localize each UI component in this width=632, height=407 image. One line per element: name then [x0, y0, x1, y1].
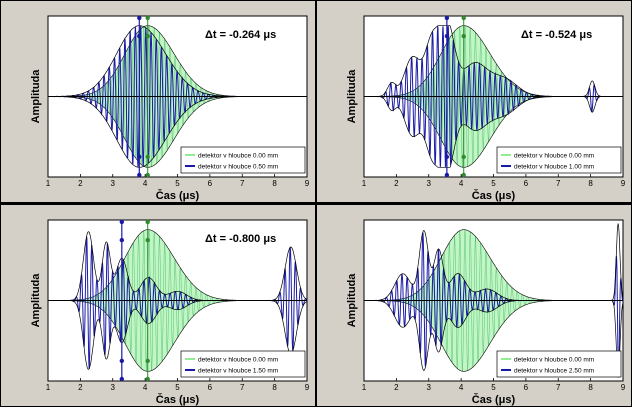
time-marker-dot-2-2: [145, 376, 150, 382]
x-tick-label-6: 6: [524, 383, 529, 392]
legend-label-2: detektor v hloubce 2.50 mm: [514, 368, 594, 375]
y-axis-label: Amplituda: [346, 273, 358, 328]
delta-t-label: Δt = -0.524 μs: [521, 29, 592, 41]
x-tick-label-3: 3: [111, 383, 116, 392]
x-tick-label-8: 8: [588, 383, 593, 392]
time-marker-dot-1-1: [444, 15, 450, 21]
x-tick-label-4: 4: [143, 383, 148, 392]
time-marker-dot-1-2: [119, 376, 125, 382]
legend-label-1: detektor v hloubce 0.00 mm: [198, 357, 278, 364]
time-marker-dot-1-4: [444, 154, 450, 160]
legend-label-1: detektor v hloubce 0.00 mm: [514, 153, 594, 160]
legend-box: [180, 146, 306, 174]
x-tick-label-3: 3: [427, 383, 432, 392]
time-marker-dot-2-1: [145, 219, 150, 225]
x-tick-label-8: 8: [272, 383, 277, 392]
y-axis-label: Amplituda: [30, 69, 42, 124]
x-tick-label-7: 7: [240, 179, 245, 188]
time-marker-dot-1-2: [444, 172, 450, 178]
x-tick-label-5: 5: [491, 383, 496, 392]
time-marker-dot-2-4: [145, 358, 150, 364]
x-tick-label-1: 1: [362, 179, 367, 188]
delta-t-label: Δt = -0.800 μs: [205, 233, 276, 245]
x-tick-label-9: 9: [305, 179, 310, 188]
time-marker-dot-1-3: [444, 33, 450, 39]
time-marker-dot-1-1: [137, 15, 142, 21]
x-tick-label-2: 2: [394, 179, 399, 188]
legend-box: [180, 350, 306, 378]
x-tick-label-7: 7: [556, 383, 561, 392]
time-marker-dot-2-4: [461, 154, 466, 160]
x-tick-label-2: 2: [78, 383, 83, 392]
panel-1: 1 2 3 4 5 6 7 8 9 Čas (μs) Amplituda Δt = -0.264 μs…: [1, 1, 315, 202]
x-tick-label-1: 1: [46, 383, 51, 392]
time-marker-dot-2-2: [145, 172, 150, 178]
x-axis-label: Čas (μs): [156, 393, 200, 406]
time-marker-dot-1-4: [119, 358, 125, 364]
x-tick-label-4: 4: [143, 179, 148, 188]
x-tick-label-1: 1: [46, 179, 51, 188]
legend-label-2: detektor v hloubce 1.50 mm: [198, 368, 278, 375]
y-axis-label: Amplituda: [346, 69, 358, 124]
time-marker-dot-1-3: [119, 237, 125, 243]
panel-4: 1 2 3 4 5 6 7 8 9 Čas (μs) Amplituda detektor v hlo…: [317, 205, 631, 406]
time-marker-dot-2-3: [145, 33, 150, 39]
x-axis-label: Čas (μs): [472, 393, 516, 406]
x-axis-label: Čas (μs): [156, 189, 200, 202]
x-tick-label-5: 5: [175, 179, 180, 188]
legend-label-2: detektor v hloubce 0.50 mm: [198, 164, 278, 171]
x-tick-label-9: 9: [305, 383, 310, 392]
x-tick-label-6: 6: [524, 179, 529, 188]
time-marker-dot-2-1: [145, 15, 150, 21]
x-axis-label: Čas (μs): [472, 189, 516, 202]
panel-2: 1 2 3 4 5 6 7 8 9 Čas (μs) Amplituda Δt = -0.524 μs…: [317, 1, 631, 202]
time-marker-dot-1-2: [137, 172, 142, 178]
x-tick-label-2: 2: [78, 179, 83, 188]
time-marker-dot-1-3: [137, 33, 142, 39]
x-tick-label-7: 7: [556, 179, 561, 188]
legend-label-2: detektor v hloubce 1.00 mm: [514, 164, 594, 171]
time-marker-dot-2-3: [461, 33, 466, 39]
time-marker-dot-2-1: [461, 15, 466, 21]
panel-3: 1 2 3 4 5 6 7 8 9 Čas (μs) Amplituda Δt = -0.800 μs…: [1, 205, 315, 406]
x-tick-label-3: 3: [111, 179, 116, 188]
x-tick-label-5: 5: [175, 383, 180, 392]
chart-svg-2: 1 2 3 4 5 6 7 8 9 Čas (μs) Amplituda Δt = -0.524 μs…: [346, 15, 626, 202]
time-marker-dot-2-2: [461, 172, 466, 178]
x-tick-label-4: 4: [459, 179, 464, 188]
time-marker-dot-1-4: [137, 154, 142, 160]
x-tick-label-6: 6: [208, 179, 213, 188]
x-tick-label-3: 3: [427, 179, 432, 188]
legend-box: [496, 350, 622, 378]
time-marker-dot-1-1: [119, 219, 125, 225]
x-tick-label-9: 9: [621, 383, 626, 392]
x-tick-label-8: 8: [272, 179, 277, 188]
x-tick-label-8: 8: [588, 179, 593, 188]
x-tick-label-4: 4: [459, 383, 464, 392]
x-tick-label-1: 1: [362, 383, 367, 392]
legend-label-1: detektor v hloubce 0.00 mm: [198, 153, 278, 160]
x-tick-label-2: 2: [394, 383, 399, 392]
legend-label-1: detektor v hloubce 0.00 mm: [514, 357, 594, 364]
time-marker-dot-2-3: [145, 237, 150, 243]
x-tick-label-9: 9: [621, 179, 626, 188]
legend-box: [496, 146, 622, 174]
chart-svg-3: 1 2 3 4 5 6 7 8 9 Čas (μs) Amplituda Δt = -0.800 μs…: [30, 219, 310, 406]
x-tick-label-5: 5: [491, 179, 496, 188]
x-tick-label-7: 7: [240, 383, 245, 392]
delta-t-label: Δt = -0.264 μs: [205, 29, 276, 41]
chart-svg-4: 1 2 3 4 5 6 7 8 9 Čas (μs) Amplituda detektor v hlo…: [346, 219, 626, 406]
time-marker-dot-2-4: [145, 154, 150, 160]
y-axis-label: Amplituda: [30, 273, 42, 328]
chart-svg-1: 1 2 3 4 5 6 7 8 9 Čas (μs) Amplituda Δt = -0.264 μs…: [30, 15, 310, 202]
x-tick-label-6: 6: [208, 383, 213, 392]
